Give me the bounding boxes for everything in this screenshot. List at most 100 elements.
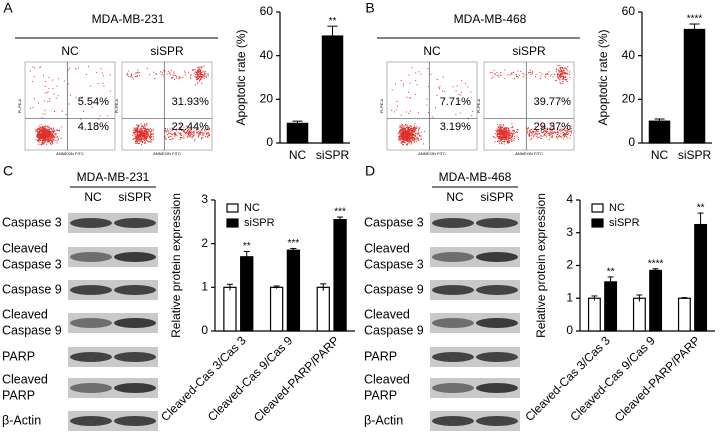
flow-dot bbox=[546, 132, 548, 134]
flow-dot bbox=[415, 80, 417, 82]
blot-band bbox=[476, 416, 518, 426]
flow-dot bbox=[557, 129, 559, 131]
flow-dot bbox=[135, 72, 137, 74]
flow-dot bbox=[500, 74, 501, 76]
flow-dot bbox=[400, 132, 402, 134]
flow-dot bbox=[58, 129, 60, 131]
flow-dot bbox=[50, 139, 52, 141]
protein-label: Caspase 9 bbox=[2, 323, 62, 337]
flow-dot bbox=[41, 128, 43, 130]
flow-dot bbox=[144, 123, 146, 125]
flow-dot bbox=[407, 126, 409, 128]
flow-dot bbox=[137, 138, 139, 140]
flow-dot bbox=[47, 141, 49, 143]
flow-dot bbox=[564, 73, 566, 75]
flow-dot bbox=[411, 141, 413, 143]
flow-dot bbox=[52, 88, 54, 90]
flow-dot bbox=[567, 134, 568, 136]
blot-band bbox=[70, 383, 112, 393]
quadrant-percent: 4.18% bbox=[78, 121, 109, 133]
flow-dot bbox=[406, 136, 408, 138]
error-bar bbox=[591, 295, 598, 301]
blot-strip bbox=[68, 313, 158, 333]
flow-dot bbox=[401, 132, 403, 134]
flow-dot bbox=[52, 143, 54, 145]
flow-dot bbox=[512, 130, 514, 131]
flow-dot bbox=[132, 138, 134, 140]
flow-dot bbox=[564, 79, 566, 80]
flow-dot bbox=[40, 131, 41, 132]
flow-dot bbox=[558, 69, 559, 71]
flow-dot bbox=[141, 124, 143, 126]
flow-dot bbox=[563, 67, 565, 69]
flow-dot bbox=[408, 139, 410, 141]
flow-dot bbox=[500, 126, 502, 127]
flow-dot bbox=[564, 133, 566, 135]
flow-dot bbox=[410, 133, 412, 135]
flow-dot bbox=[50, 141, 52, 143]
flow-dot bbox=[153, 136, 155, 138]
flow-dot bbox=[408, 134, 410, 136]
flow-dot bbox=[186, 128, 188, 130]
flow-dot bbox=[189, 134, 191, 136]
flow-dot bbox=[416, 138, 417, 140]
flow-dot bbox=[165, 130, 167, 132]
flow-dot bbox=[569, 77, 571, 79]
flow-dot bbox=[504, 69, 506, 71]
flow-dot bbox=[409, 133, 411, 135]
flow-dot bbox=[431, 116, 433, 118]
flow-dot bbox=[43, 137, 45, 139]
flow-dot bbox=[42, 138, 43, 140]
flow-dot bbox=[188, 135, 190, 137]
flow-dot bbox=[405, 144, 407, 145]
flow-dot bbox=[406, 139, 408, 141]
flow-dot bbox=[403, 124, 405, 126]
flow-dot bbox=[145, 129, 147, 131]
flow-dot bbox=[409, 131, 411, 133]
flow-dot bbox=[32, 81, 34, 83]
flow-dot bbox=[43, 129, 44, 131]
flow-dot bbox=[155, 73, 157, 75]
flow-dot bbox=[53, 137, 55, 139]
flow-dot bbox=[414, 94, 416, 95]
protein-label: Caspase 3 bbox=[2, 257, 62, 271]
flow-dot bbox=[452, 86, 454, 88]
flow-dot bbox=[562, 71, 564, 73]
flow-dot bbox=[459, 112, 461, 114]
flow-dot bbox=[189, 133, 191, 135]
flow-dot bbox=[198, 76, 200, 78]
flow-dot bbox=[183, 137, 185, 139]
flow-dot bbox=[565, 130, 567, 132]
flow-dot bbox=[164, 130, 166, 132]
flow-dot bbox=[169, 130, 171, 132]
flow-dot bbox=[48, 140, 50, 142]
blot-band bbox=[476, 252, 518, 262]
flow-dot bbox=[43, 125, 45, 127]
flow-dot bbox=[402, 128, 404, 129]
flow-dot bbox=[444, 99, 446, 101]
flow-dot bbox=[53, 127, 55, 129]
bar bbox=[604, 281, 618, 332]
flow-dot bbox=[512, 134, 514, 136]
flow-dot bbox=[399, 125, 401, 127]
flow-dot bbox=[567, 69, 569, 71]
flow-dot bbox=[169, 71, 171, 73]
bar bbox=[587, 297, 601, 332]
flow-dot bbox=[141, 125, 143, 127]
flow-dot bbox=[400, 124, 402, 126]
flow-dot bbox=[201, 82, 203, 84]
flow-dot bbox=[171, 77, 173, 78]
flow-dot bbox=[562, 135, 564, 136]
flow-dot bbox=[204, 71, 206, 73]
flow-dot bbox=[563, 70, 565, 72]
flow-dot bbox=[202, 134, 204, 136]
flow-dot bbox=[165, 128, 166, 130]
flow-dot bbox=[403, 141, 405, 143]
flow-dot bbox=[455, 90, 457, 92]
flow-dot bbox=[556, 136, 558, 138]
flow-dot bbox=[570, 127, 572, 129]
flow-dot bbox=[507, 134, 509, 136]
flow-dot bbox=[391, 109, 393, 111]
flow-dot bbox=[505, 135, 507, 137]
flow-dot bbox=[55, 97, 57, 99]
